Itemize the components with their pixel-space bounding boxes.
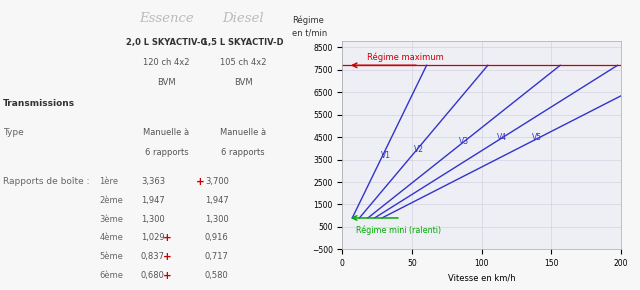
Text: V1: V1 (381, 151, 391, 160)
Text: 2ème: 2ème (99, 196, 123, 205)
Text: Diesel: Diesel (222, 12, 264, 25)
Text: 2,0 L SKYACTIV-G: 2,0 L SKYACTIV-G (125, 38, 207, 47)
Text: Rapports de boîte :: Rapports de boîte : (3, 177, 90, 186)
Text: 0,580: 0,580 (205, 271, 228, 280)
Text: 0,680: 0,680 (141, 271, 164, 280)
Text: 120 ch 4x2: 120 ch 4x2 (143, 58, 189, 67)
X-axis label: Vitesse en km/h: Vitesse en km/h (448, 274, 515, 283)
Text: 0,837: 0,837 (141, 252, 165, 261)
Text: 5ème: 5ème (99, 252, 123, 261)
Text: +: + (163, 252, 172, 262)
Text: 3,700: 3,700 (205, 177, 228, 186)
Text: 3ème: 3ème (99, 215, 123, 224)
Text: 6 rapports: 6 rapports (145, 148, 188, 157)
Text: 6 rapports: 6 rapports (221, 148, 265, 157)
Text: +: + (196, 177, 205, 187)
Text: Manuelle à: Manuelle à (143, 128, 189, 137)
Text: 4ème: 4ème (99, 233, 123, 242)
Text: Manuelle à: Manuelle à (220, 128, 266, 137)
Text: Essence: Essence (139, 12, 194, 25)
Text: en t/min: en t/min (292, 28, 328, 37)
Text: V2: V2 (414, 145, 424, 154)
Text: Type: Type (3, 128, 24, 137)
Text: 1,5 L SKYACTIV-D: 1,5 L SKYACTIV-D (202, 38, 284, 47)
Text: 3,363: 3,363 (141, 177, 165, 186)
Text: V4: V4 (497, 133, 507, 142)
Text: BVM: BVM (157, 78, 176, 87)
Text: Régime mini (ralenti): Régime mini (ralenti) (356, 225, 442, 235)
Text: V5: V5 (532, 133, 542, 142)
Text: +: + (163, 233, 172, 243)
Text: 1,029: 1,029 (141, 233, 164, 242)
Text: Régime maximum: Régime maximum (367, 53, 444, 62)
Text: Transmissions: Transmissions (3, 99, 76, 108)
Text: V3: V3 (459, 137, 469, 146)
Text: 0,916: 0,916 (205, 233, 228, 242)
Text: 6ème: 6ème (99, 271, 123, 280)
Text: 1,947: 1,947 (141, 196, 164, 205)
Text: 105 ch 4x2: 105 ch 4x2 (220, 58, 266, 67)
Text: +: + (163, 271, 172, 281)
Text: BVM: BVM (234, 78, 253, 87)
Text: 1,300: 1,300 (141, 215, 164, 224)
Text: 1,300: 1,300 (205, 215, 228, 224)
Text: 1ère: 1ère (99, 177, 118, 186)
Text: 0,717: 0,717 (205, 252, 228, 261)
Text: 1,947: 1,947 (205, 196, 228, 205)
Text: Régime: Régime (292, 16, 324, 25)
